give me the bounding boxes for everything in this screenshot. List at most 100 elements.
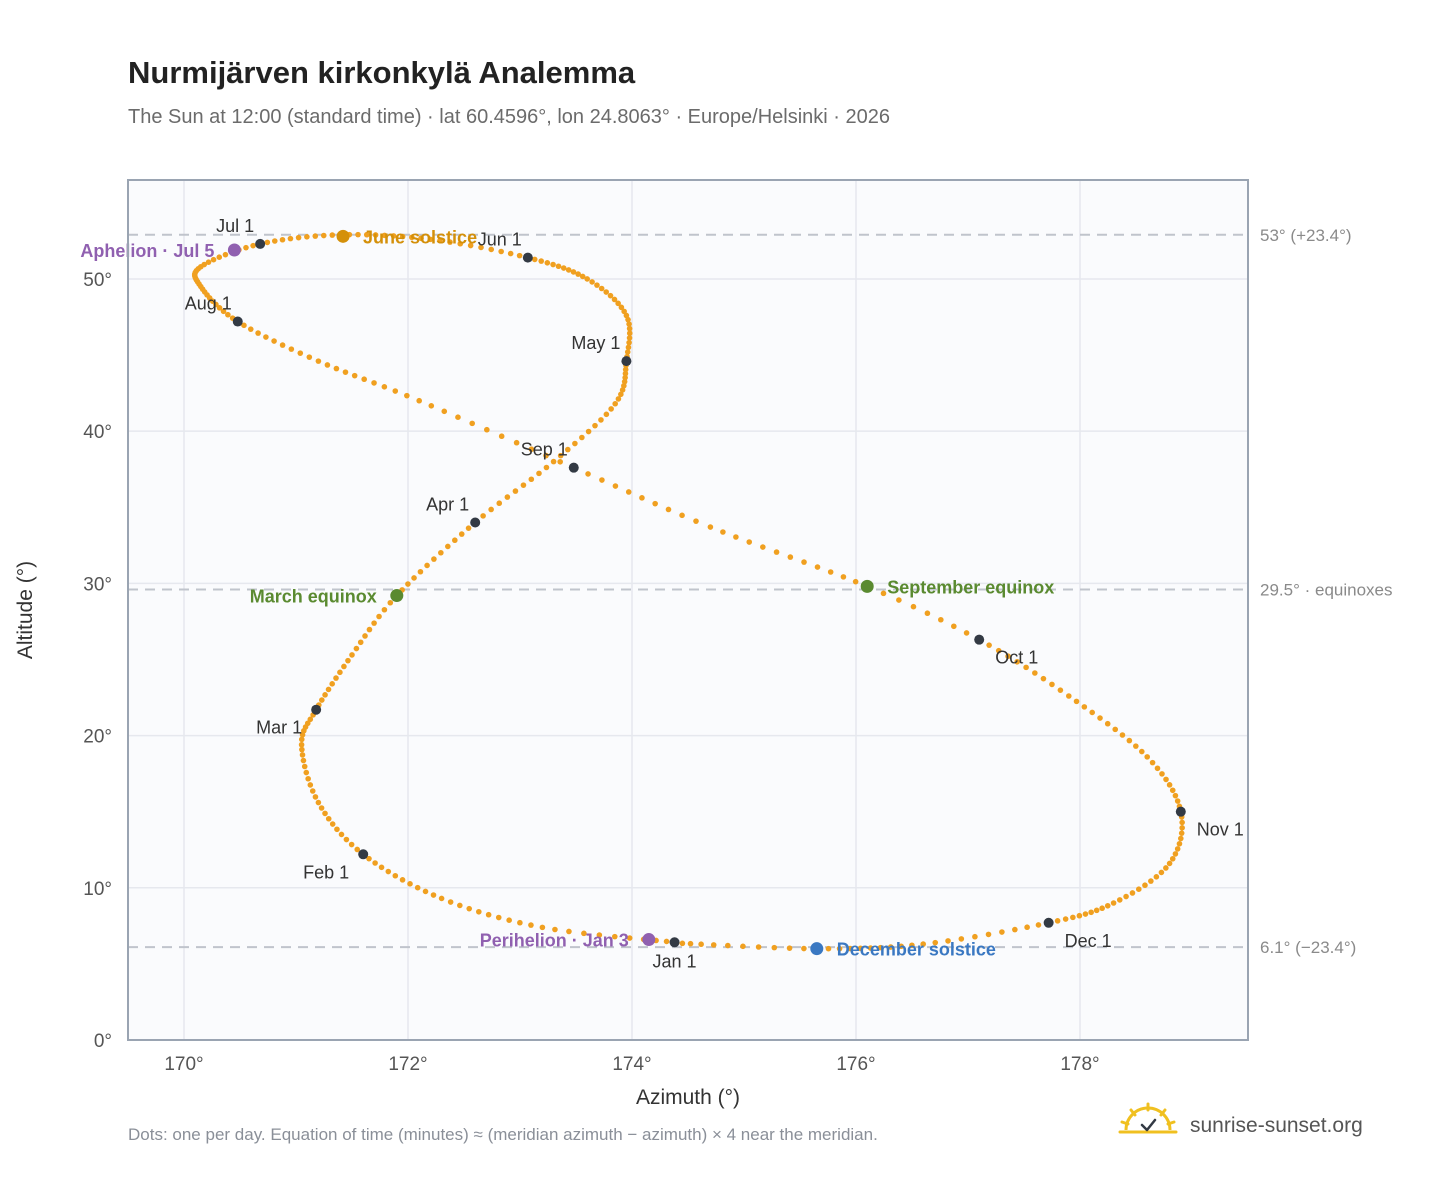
- daily-dot: [1135, 886, 1142, 892]
- daily-dot: [626, 321, 632, 327]
- x-axis-ticks: 170° 172° 174° 176° 178°: [164, 1054, 1099, 1075]
- month-label: Jun 1: [478, 230, 522, 250]
- daily-dot: [455, 414, 461, 421]
- daily-dot: [836, 945, 843, 952]
- sun-check-logo-icon[interactable]: [1118, 1102, 1178, 1134]
- event-marker: [336, 229, 350, 243]
- daily-dot: [300, 757, 307, 764]
- daily-dot: [247, 326, 254, 332]
- daily-dot: [972, 933, 978, 940]
- daily-dot: [445, 543, 451, 550]
- daily-dot: [1040, 675, 1047, 682]
- month-marker: [255, 238, 266, 249]
- daily-dot: [579, 434, 585, 441]
- daily-dot: [355, 231, 361, 238]
- daily-dot: [1172, 851, 1179, 857]
- daily-dot: [315, 358, 322, 364]
- daily-dot: [1123, 893, 1129, 900]
- daily-dot: [329, 681, 335, 687]
- brand-name[interactable]: sunrise-sunset.org: [1190, 1114, 1363, 1137]
- daily-dot: [312, 794, 319, 800]
- daily-dot: [536, 470, 542, 477]
- daily-dot: [495, 914, 502, 921]
- daily-dot: [679, 512, 685, 519]
- daily-dot: [1023, 664, 1029, 671]
- daily-dot: [431, 556, 437, 562]
- daily-dot: [465, 525, 472, 531]
- daily-dot: [301, 763, 308, 770]
- month-label: Jan 1: [653, 951, 697, 971]
- daily-dot: [422, 888, 429, 895]
- daily-dot: [417, 568, 424, 575]
- daily-dot: [392, 388, 399, 394]
- y-tick-label: 0°: [94, 1031, 112, 1052]
- daily-dot: [566, 928, 572, 935]
- daily-dot: [570, 269, 577, 275]
- daily-dot: [1148, 878, 1154, 884]
- daily-dot: [1178, 830, 1185, 836]
- daily-dot: [612, 483, 619, 489]
- grid: [128, 180, 1248, 1041]
- daily-dot: [531, 256, 538, 263]
- month-marker: [358, 849, 369, 860]
- daily-dot: [371, 380, 377, 386]
- daily-dot: [1014, 658, 1020, 665]
- daily-dot: [480, 513, 486, 519]
- daily-dot: [1169, 787, 1176, 794]
- daily-dot: [498, 433, 505, 440]
- daily-dot: [210, 256, 217, 263]
- daily-dot: [1176, 840, 1183, 847]
- x-tick-label: 172°: [388, 1054, 427, 1075]
- month-marker: [974, 634, 985, 645]
- daily-dot: [263, 334, 269, 340]
- event-label: June solstice: [363, 227, 477, 247]
- daily-dot: [584, 276, 590, 282]
- daily-dot: [626, 935, 633, 941]
- daily-dot: [877, 944, 884, 951]
- daily-dot: [607, 292, 614, 299]
- daily-dot: [399, 877, 406, 883]
- y-tick-label: 20°: [83, 727, 112, 748]
- daily-dot: [513, 439, 520, 446]
- daily-dot: [279, 342, 286, 348]
- daily-dot: [488, 506, 494, 513]
- daily-dot: [603, 411, 610, 418]
- daily-dot: [307, 782, 314, 788]
- daily-dot: [579, 273, 586, 280]
- daily-dot: [618, 304, 625, 311]
- daily-dot: [349, 652, 355, 658]
- daily-dot: [622, 374, 628, 381]
- daily-dot: [303, 769, 310, 776]
- daily-dot: [288, 346, 295, 352]
- daily-dot: [771, 944, 778, 951]
- daily-dot: [517, 919, 523, 926]
- daily-dot: [611, 296, 618, 303]
- daily-dot: [447, 899, 454, 905]
- daily-dot: [550, 261, 556, 268]
- daily-dot: [324, 362, 331, 368]
- daily-dot: [1062, 916, 1069, 922]
- month-marker: [669, 937, 680, 948]
- daily-dot: [250, 242, 256, 249]
- daily-dot: [589, 279, 595, 285]
- daily-dot: [512, 488, 519, 494]
- daily-dot: [552, 926, 558, 933]
- daily-dot: [1054, 918, 1061, 924]
- daily-dot: [1172, 792, 1179, 799]
- daily-dot: [322, 810, 328, 817]
- daily-dot: [437, 237, 443, 244]
- daily-dot: [315, 799, 322, 806]
- daily-dot: [625, 489, 632, 495]
- daily-dot: [325, 815, 332, 822]
- daily-dot: [592, 422, 598, 429]
- daily-dot: [557, 458, 563, 465]
- month-label: Apr 1: [426, 494, 469, 514]
- daily-dot: [528, 446, 535, 453]
- daily-dot: [343, 836, 350, 843]
- daily-dot: [476, 908, 482, 915]
- daily-dot: [1178, 835, 1184, 842]
- y-tick-label: 10°: [83, 879, 112, 900]
- daily-dot: [307, 716, 314, 723]
- daily-dot: [334, 826, 340, 833]
- daily-dot: [1070, 914, 1076, 921]
